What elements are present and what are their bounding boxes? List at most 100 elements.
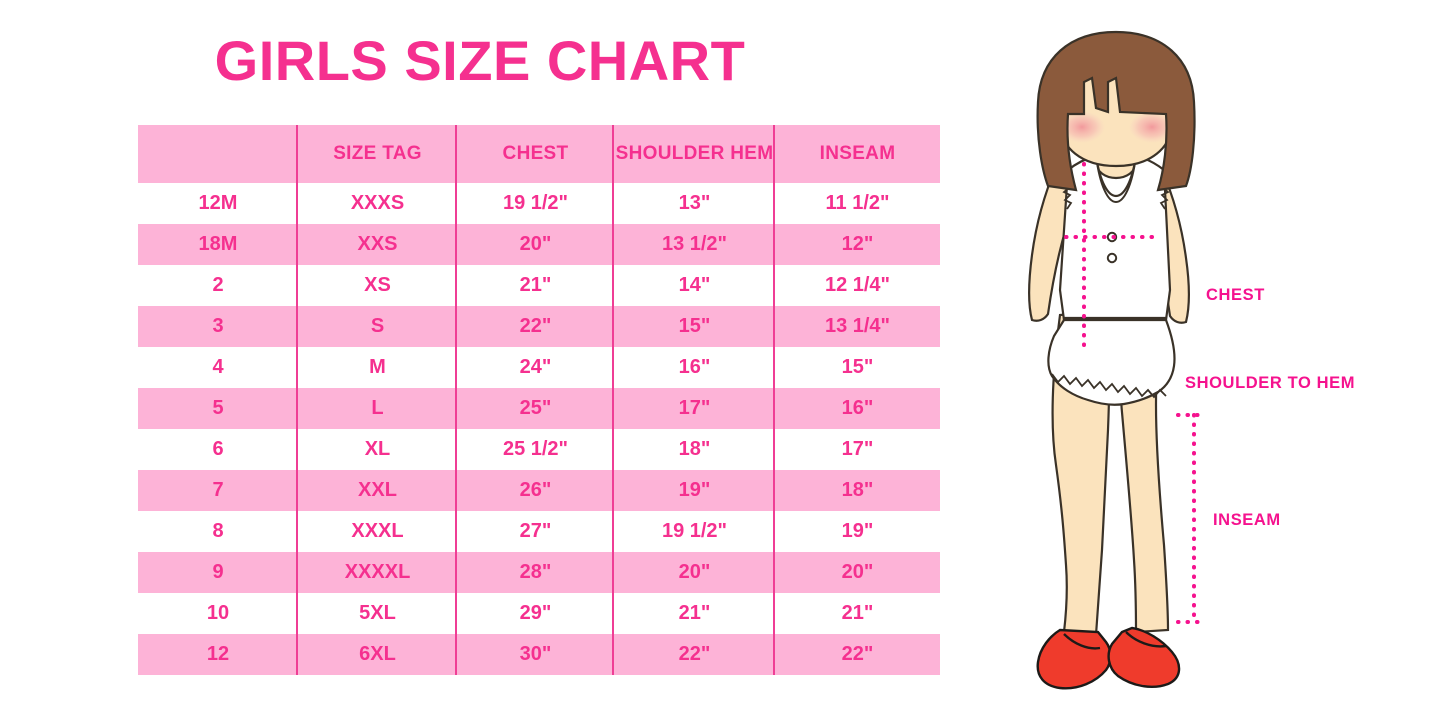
column-header-inseam: INSEAM	[775, 125, 940, 183]
table-row: 10 5XL 29" 21" 21"	[138, 593, 940, 634]
cell-size-tag: XXL	[298, 470, 457, 511]
right-shoe	[1107, 626, 1181, 688]
cell-size: 2	[138, 265, 298, 306]
cell-size: 8	[138, 511, 298, 552]
cell-chest: 19 1/2"	[457, 183, 614, 224]
table-row: 5 L 25" 17" 16"	[138, 388, 940, 429]
column-header-chest: CHEST	[457, 125, 614, 183]
cell-chest: 30"	[457, 634, 614, 675]
shoes-group	[1036, 626, 1181, 690]
skirt	[1047, 318, 1176, 406]
cell-size: 4	[138, 347, 298, 388]
cell-size-tag: XS	[298, 265, 457, 306]
girl-figure-illustration: CHEST SHOULDER TO HEM INSEAM	[960, 30, 1445, 723]
cell-size-tag: L	[298, 388, 457, 429]
cell-inseam: 19"	[775, 511, 940, 552]
cell-inseam: 12"	[775, 224, 940, 265]
table-header-row: SIZE TAG CHEST SHOULDER HEM INSEAM	[138, 125, 940, 183]
measurement-guides	[1064, 162, 1205, 624]
right-blush	[1129, 111, 1175, 143]
column-header-size	[138, 125, 298, 183]
cell-chest: 22"	[457, 306, 614, 347]
cell-size-tag: S	[298, 306, 457, 347]
cell-shoulder-hem: 20"	[614, 552, 775, 593]
cell-size: 6	[138, 429, 298, 470]
cell-chest: 24"	[457, 347, 614, 388]
cell-size-tag: M	[298, 347, 457, 388]
cell-inseam: 16"	[775, 388, 940, 429]
cell-shoulder-hem: 16"	[614, 347, 775, 388]
cell-inseam: 15"	[775, 347, 940, 388]
cell-chest: 29"	[457, 593, 614, 634]
cell-chest: 21"	[457, 265, 614, 306]
skirt-scallop-hem	[1051, 373, 1167, 399]
cell-chest: 27"	[457, 511, 614, 552]
table-row: 3 S 22" 15" 13 1/4"	[138, 306, 940, 347]
cell-shoulder-hem: 22"	[614, 634, 775, 675]
label-shoulder-to-hem: SHOULDER TO HEM	[1185, 374, 1356, 392]
table-row: 12 6XL 30" 22" 22"	[138, 634, 940, 675]
cell-size: 9	[138, 552, 298, 593]
table-body: 12M XXXS 19 1/2" 13" 11 1/2" 18M XXS 20" 13 1/2"…	[138, 183, 940, 675]
column-header-size-tag: SIZE TAG	[298, 125, 457, 183]
cell-size-tag: 5XL	[298, 593, 457, 634]
cell-chest: 26"	[457, 470, 614, 511]
table-row: 18M XXS 20" 13 1/2" 12"	[138, 224, 940, 265]
page-title: GIRLS SIZE CHART	[214, 29, 746, 92]
cell-size: 18M	[138, 224, 298, 265]
cell-size-tag: XL	[298, 429, 457, 470]
cell-size-tag: XXXS	[298, 183, 457, 224]
cell-size: 12M	[138, 183, 298, 224]
table-row: 9 XXXXL 28" 20" 20"	[138, 552, 940, 593]
cell-size: 12	[138, 634, 298, 675]
cell-shoulder-hem: 19"	[614, 470, 775, 511]
cell-inseam: 11 1/2"	[775, 183, 940, 224]
table-row: 12M XXXS 19 1/2" 13" 11 1/2"	[138, 183, 940, 224]
left-shoe-strap	[1063, 633, 1101, 650]
hair	[1036, 30, 1196, 192]
cell-size-tag: XXS	[298, 224, 457, 265]
table-header: SIZE TAG CHEST SHOULDER HEM INSEAM	[138, 125, 940, 183]
cell-shoulder-hem: 17"	[614, 388, 775, 429]
cell-size-tag: XXXL	[298, 511, 457, 552]
cell-size-tag: 6XL	[298, 634, 457, 675]
cell-chest: 25"	[457, 388, 614, 429]
head-group	[1036, 30, 1196, 192]
cell-inseam: 13 1/4"	[775, 306, 940, 347]
table-row: 6 XL 25 1/2" 18" 17"	[138, 429, 940, 470]
cell-size: 3	[138, 306, 298, 347]
cell-shoulder-hem: 15"	[614, 306, 775, 347]
cell-shoulder-hem: 21"	[614, 593, 775, 634]
cell-chest: 25 1/2"	[457, 429, 614, 470]
cell-inseam: 22"	[775, 634, 940, 675]
left-shoe	[1036, 628, 1112, 690]
table-row: 8 XXXL 27" 19 1/2" 19"	[138, 511, 940, 552]
cell-inseam: 21"	[775, 593, 940, 634]
cell-shoulder-hem: 13 1/2"	[614, 224, 775, 265]
right-shoe-strap	[1125, 631, 1167, 648]
cell-shoulder-hem: 19 1/2"	[614, 511, 775, 552]
cell-size: 7	[138, 470, 298, 511]
cell-size: 10	[138, 593, 298, 634]
cell-chest: 20"	[457, 224, 614, 265]
cell-inseam: 18"	[775, 470, 940, 511]
table-row: 2 XS 21" 14" 12 1/4"	[138, 265, 940, 306]
cell-shoulder-hem: 13"	[614, 183, 775, 224]
girl-figure-svg	[1027, 30, 1205, 690]
column-header-shoulder-hem: SHOULDER HEM	[614, 125, 775, 183]
cell-inseam: 20"	[775, 552, 940, 593]
cell-shoulder-hem: 14"	[614, 265, 775, 306]
button-lower	[1106, 252, 1118, 264]
label-chest: CHEST	[1206, 286, 1265, 304]
size-chart-table: SIZE TAG CHEST SHOULDER HEM INSEAM 12M XX…	[138, 125, 940, 675]
cell-shoulder-hem: 18"	[614, 429, 775, 470]
label-inseam: INSEAM	[1213, 511, 1281, 529]
table-row: 4 M 24" 16" 15"	[138, 347, 940, 388]
left-blush	[1059, 111, 1105, 143]
cell-chest: 28"	[457, 552, 614, 593]
cell-inseam: 12 1/4"	[775, 265, 940, 306]
cell-inseam: 17"	[775, 429, 940, 470]
table-row: 7 XXL 26" 19" 18"	[138, 470, 940, 511]
cell-size: 5	[138, 388, 298, 429]
cell-size-tag: XXXXL	[298, 552, 457, 593]
